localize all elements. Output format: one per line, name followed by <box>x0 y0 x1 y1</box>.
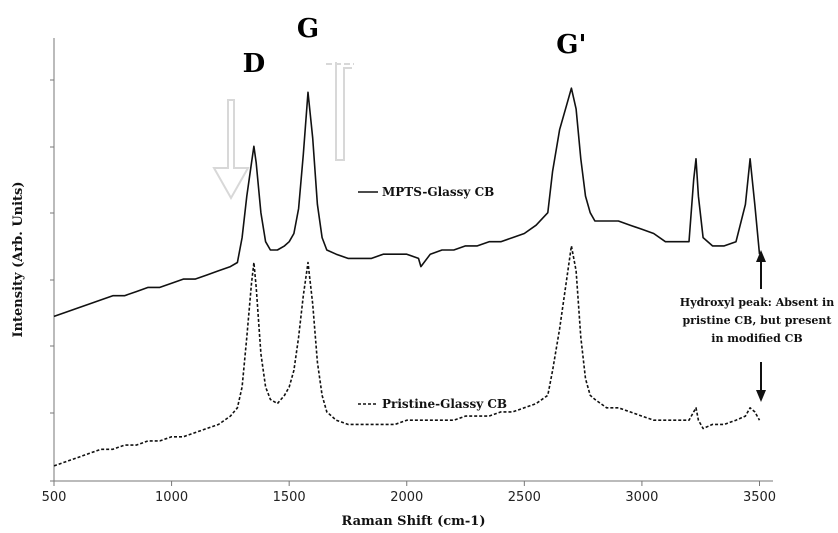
x-tick-label: 3000 <box>625 490 658 505</box>
x-tick-label: 3500 <box>743 490 776 505</box>
shift-arrow-icon <box>335 62 352 161</box>
x-axis-title: Raman Shift (cm-1) <box>342 514 486 529</box>
inline-legend: MPTS-Glassy CB Pristine-Glassy CB <box>358 185 507 411</box>
annotation-line: in modified CB <box>711 332 802 345</box>
series-lines <box>53 87 761 467</box>
down-arrow-icon <box>212 99 250 201</box>
up-arrowhead <box>756 250 766 262</box>
x-tick-label: 500 <box>42 490 67 505</box>
x-axis: 500 1000 1500 2000 2500 3000 3500 <box>42 480 776 505</box>
peak-label: D <box>243 49 266 79</box>
series-line-pristine <box>53 245 761 467</box>
peak-label: G <box>297 14 319 44</box>
legend-label: MPTS-Glassy CB <box>382 185 494 199</box>
x-tick-label: 1000 <box>155 490 188 505</box>
peak-shift-arrows <box>212 62 354 201</box>
hydroxyl-annotation: Hydroxyl peak: Absent in pristine CB, but… <box>680 250 834 402</box>
y-axis <box>50 38 55 482</box>
peak-label: G' <box>556 30 586 60</box>
legend-label: Pristine-Glassy CB <box>382 397 507 411</box>
annotation-line: Hydroxyl peak: Absent in <box>680 296 834 309</box>
x-tick-label: 1500 <box>273 490 306 505</box>
series-line-mpts <box>53 87 761 318</box>
peak-labels: D G G' <box>243 14 587 79</box>
x-tick-label: 2000 <box>390 490 423 505</box>
annotation-line: pristine CB, but present <box>682 314 832 327</box>
down-arrowhead <box>756 390 766 402</box>
x-tick-label: 2500 <box>508 490 541 505</box>
y-axis-title: Intensity (Arb. Units) <box>11 181 26 337</box>
